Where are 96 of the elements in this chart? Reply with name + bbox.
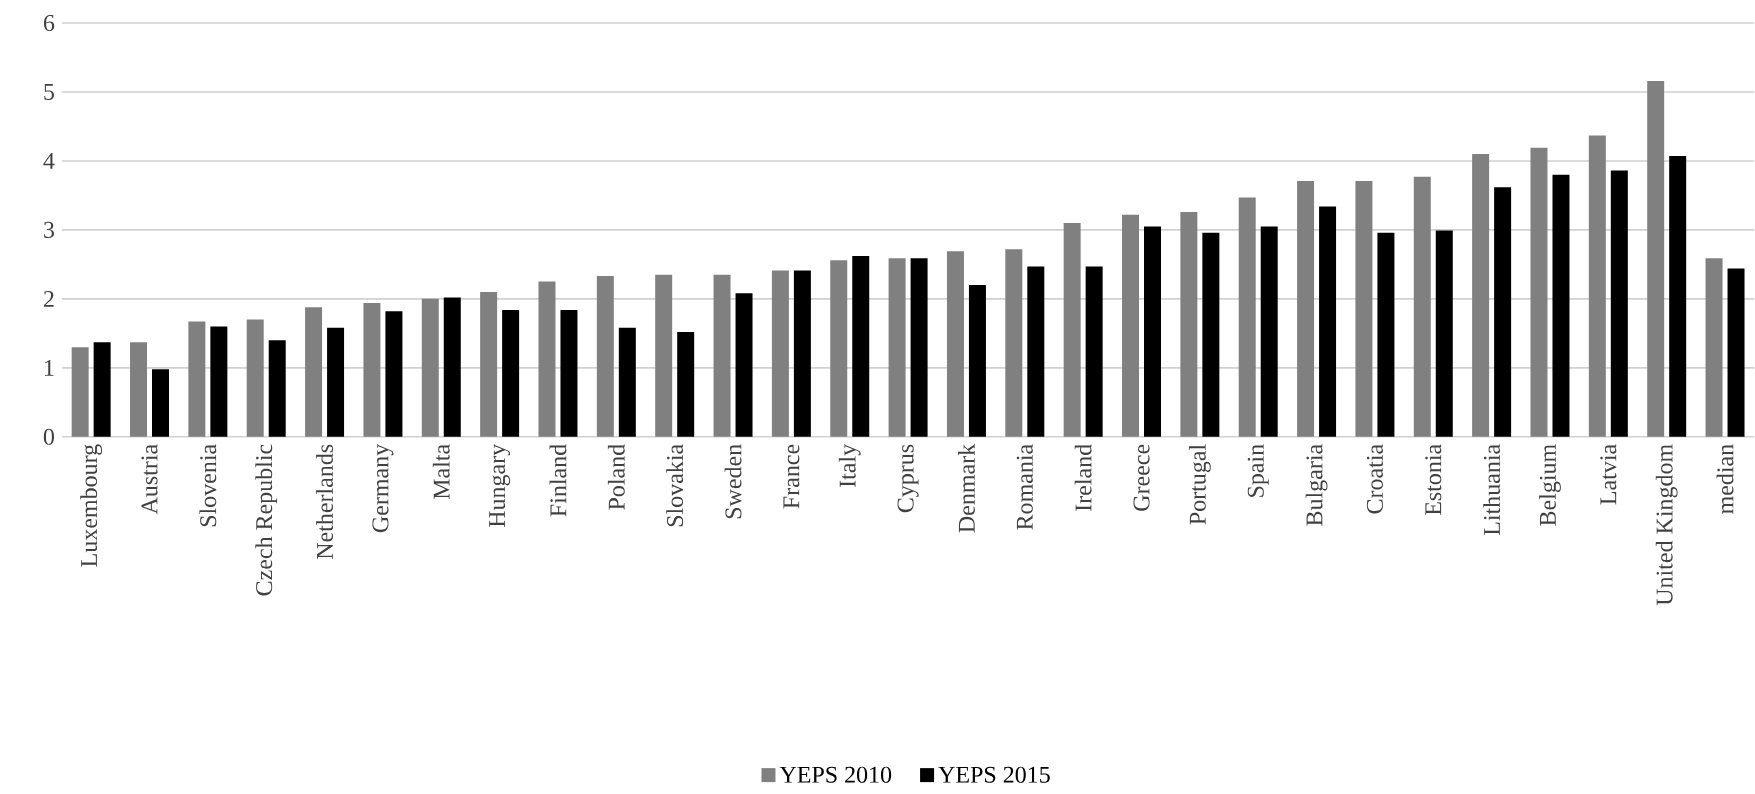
bar: [1238, 197, 1256, 437]
bar: [502, 310, 520, 437]
x-tick-label: Bulgaria: [1305, 444, 1328, 526]
bar: [1319, 206, 1337, 437]
bar: [852, 256, 870, 437]
bar: [1144, 226, 1161, 437]
bar: [713, 274, 731, 437]
legend-label: YEPS 2015: [938, 766, 1050, 784]
bar: [1669, 156, 1687, 437]
x-tick-label: Luxembourg: [80, 444, 103, 567]
x-tick-label: Finland: [549, 444, 567, 517]
bar: [130, 342, 148, 437]
bar: [246, 319, 264, 437]
y-tick-label: 5: [44, 84, 54, 101]
x-tick-label: Sweden: [724, 444, 742, 519]
bar: [1005, 249, 1023, 437]
bar: [385, 311, 403, 437]
y-tick-label: 1: [45, 360, 54, 376]
bar: [152, 369, 169, 437]
x-tick-label: Croatia: [1366, 444, 1383, 514]
bar: [1588, 135, 1606, 437]
x-tick-label: Germany: [372, 444, 394, 533]
bar: [1260, 226, 1278, 437]
bar: [1413, 176, 1431, 437]
x-tick-label: France: [783, 444, 800, 509]
x-tick-label: United Kingdom: [1655, 444, 1678, 606]
x-tick-label: median: [1716, 444, 1734, 515]
bar: [268, 340, 286, 437]
y-tick-label: 4: [43, 153, 55, 170]
x-tick-label: Lithuania: [1483, 444, 1501, 536]
y-tick-label: 6: [43, 15, 55, 32]
bar: [1472, 154, 1490, 437]
bar: [1377, 232, 1395, 437]
bar: [888, 258, 906, 437]
bar: [93, 342, 111, 437]
x-tick-label: Estonia: [1425, 444, 1442, 516]
bar: [655, 274, 673, 437]
bar: [538, 281, 556, 437]
x-tick-label: Belgium: [1539, 444, 1561, 526]
bar: [910, 258, 928, 437]
bar: [830, 260, 848, 437]
bar: [968, 285, 986, 437]
x-tick-label: Portugal: [1188, 444, 1211, 525]
x-tick-label: Ireland: [1074, 444, 1092, 512]
x-tick-label: Spain: [1247, 444, 1269, 498]
x-tick-label: Cyprus: [897, 444, 919, 513]
bar: [1705, 258, 1723, 437]
bar: [305, 307, 323, 437]
x-tick-label: Denmark: [958, 444, 975, 533]
x-tick-label: Italy: [838, 444, 861, 488]
bar: [1297, 181, 1315, 437]
x-tick-label: Greece: [1133, 444, 1150, 511]
bar: [1063, 223, 1081, 437]
bar: [421, 299, 439, 437]
x-tick-label: Romania: [1016, 444, 1033, 530]
bar: [677, 332, 695, 437]
x-tick-label: Czech Republic: [255, 444, 278, 596]
bar: [188, 321, 206, 437]
bar: [735, 293, 753, 437]
bar: [1122, 214, 1140, 437]
bar: [1610, 170, 1628, 437]
bar: [1494, 187, 1512, 437]
y-tick-label: 3: [44, 222, 54, 239]
x-tick-label: Hungary: [489, 444, 511, 528]
bar: [1435, 230, 1453, 437]
bar: [443, 297, 461, 437]
bar: [618, 328, 636, 437]
bar: [771, 270, 789, 437]
x-tick-label: Slovenia: [199, 444, 217, 527]
bar: [793, 270, 811, 437]
bar: [1202, 232, 1220, 437]
bar: [1355, 181, 1373, 437]
bar: [363, 303, 381, 437]
bar: [596, 276, 614, 437]
x-tick-label: Latvia: [1600, 444, 1617, 505]
x-tick-label: Poland: [607, 444, 625, 511]
bar: [210, 326, 228, 437]
x-tick-label: Malta: [432, 444, 450, 500]
x-tick-label: Slovakia: [666, 444, 684, 527]
x-tick-label: Austria: [141, 444, 158, 515]
bar: [1085, 266, 1103, 437]
y-tick-label: 0: [43, 428, 54, 446]
x-tick-label: Netherlands: [316, 444, 333, 560]
bar: [327, 328, 345, 437]
bar: [1027, 266, 1045, 437]
bar: [480, 292, 498, 437]
y-tick-label: 2: [43, 291, 54, 308]
bar: [1727, 268, 1745, 437]
bar: [1552, 174, 1570, 437]
bar: [1180, 212, 1198, 437]
bar: [1647, 81, 1665, 437]
legend-label: YEPS 2010: [779, 766, 892, 784]
bar: [1530, 148, 1548, 437]
bar: [71, 347, 89, 437]
bar: [560, 310, 578, 437]
bar: [946, 251, 964, 437]
